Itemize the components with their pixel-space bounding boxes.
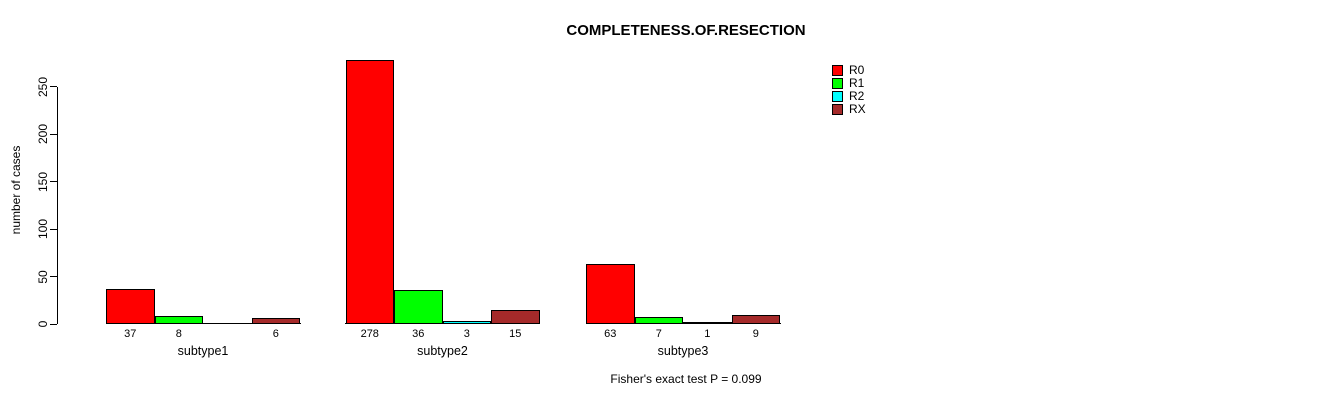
bar-r2-subtype2: [442, 321, 491, 324]
bar-r0-subtype3: [586, 264, 635, 324]
bar-r2-subtype3: [683, 322, 732, 324]
stat-annotation: Fisher's exact test P = 0.099: [610, 372, 762, 386]
bar-rx-subtype1: [251, 318, 300, 324]
bar-value-label: 3: [463, 328, 470, 340]
legend-row-rx: RX: [832, 103, 866, 116]
legend-label: R0: [849, 63, 865, 77]
legend-row-r0: R0: [832, 64, 866, 77]
bar-value-label: 278: [360, 328, 379, 340]
bar-r1-subtype1: [154, 316, 203, 324]
legend-label: RX: [849, 102, 866, 116]
legend: R0 R1 R2 RX: [832, 64, 866, 116]
y-axis-tick: [50, 228, 57, 230]
y-tick-label: 150: [36, 171, 50, 192]
bar-r0-subtype2: [345, 59, 394, 324]
legend-swatch-rx: [832, 104, 843, 115]
y-tick-label: 100: [36, 218, 50, 240]
y-axis-tick: [50, 86, 57, 87]
bar-value-label: 8: [175, 328, 182, 340]
legend-swatch-r2: [832, 91, 843, 102]
y-axis-tick: [50, 181, 57, 182]
legend-row-r2: R2: [832, 90, 866, 103]
y-axis-tick: [50, 323, 57, 325]
x-category-label-subtype2: subtype2: [417, 344, 468, 358]
group-baseline: [105, 323, 301, 324]
y-axis-tick: [50, 276, 57, 277]
bar-value-label: 37: [124, 328, 137, 340]
legend-swatch-r0: [832, 65, 843, 76]
bar-value-label: 6: [272, 328, 279, 340]
bar-r1-subtype2: [394, 289, 443, 324]
chart-title: COMPLETENESS.OF.RESECTION: [566, 22, 806, 39]
legend-swatch-r1: [832, 78, 843, 89]
bar-value-label: 9: [752, 328, 759, 340]
bar-value-label: 63: [604, 328, 617, 340]
bar-r1-subtype3: [634, 317, 683, 324]
legend-label: R1: [849, 76, 865, 90]
bar-value-label: 15: [509, 328, 522, 340]
y-tick-label: 250: [36, 76, 50, 97]
bar-value-label: 1: [704, 328, 711, 340]
y-tick-label: 50: [36, 269, 50, 284]
bar-r0-subtype1: [106, 288, 155, 324]
y-tick-label: 0: [36, 320, 50, 328]
bar-value-label: 7: [655, 328, 662, 340]
bar-rx-subtype2: [491, 309, 540, 324]
bar-rx-subtype3: [731, 315, 780, 324]
x-category-label-subtype1: subtype1: [177, 344, 229, 358]
y-axis-line: [57, 86, 58, 324]
y-axis-tick: [50, 133, 57, 135]
bar-value-label: 36: [412, 328, 425, 340]
legend-label: R2: [849, 89, 865, 103]
x-category-label-subtype3: subtype3: [657, 344, 709, 358]
legend-row-r1: R1: [832, 77, 866, 90]
y-tick-label: 200: [36, 123, 50, 145]
